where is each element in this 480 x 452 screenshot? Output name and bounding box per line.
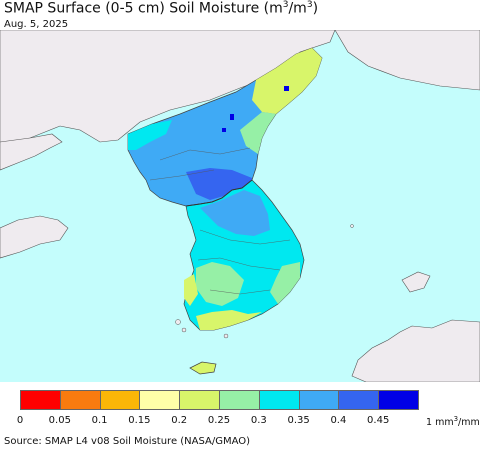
south-korea-green	[196, 262, 244, 306]
map-title: SMAP Surface (0-5 cm) Soil Moisture (m3/…	[4, 0, 319, 17]
north-korea-northeast	[252, 48, 322, 114]
liaodong-peninsula	[0, 133, 63, 171]
legend-tick-label: 0.35	[287, 415, 310, 426]
legend-swatch	[139, 390, 181, 410]
province-lines	[149, 147, 291, 295]
south-korea-central-blue	[200, 190, 270, 236]
jeju-island	[189, 361, 217, 375]
legend-swatch	[378, 390, 419, 410]
legend-swatch	[219, 390, 260, 410]
wet-spot	[230, 114, 234, 120]
north-korea-west-cyan	[128, 120, 172, 150]
island	[350, 224, 354, 228]
legend-swatch	[59, 390, 101, 410]
legend-tick-label: 0.45	[367, 415, 390, 426]
legend-unit: 1 mm3/mm3	[426, 415, 480, 429]
soil-moisture-map	[0, 30, 480, 382]
island	[175, 319, 181, 325]
legend-swatch	[258, 390, 300, 410]
legend-tick-label: 0.15	[128, 415, 151, 426]
japan-island	[401, 271, 431, 293]
legend-tick-label: 0.4	[330, 415, 347, 426]
north-korea-south-dark	[186, 168, 252, 200]
legend-tick-label: 0	[16, 415, 24, 426]
dmz-border	[185, 179, 253, 207]
russia-landmass	[334, 30, 480, 91]
japan-landmass	[351, 319, 480, 382]
legend-tick-label: 0.3	[250, 415, 267, 426]
legend-swatch	[298, 390, 340, 410]
island	[181, 327, 187, 333]
shandong-coast	[0, 215, 69, 259]
date-label: Aug. 5, 2025	[4, 19, 69, 30]
source-credit: Source: SMAP L4 v08 Soil Moisture (NASA/…	[4, 436, 251, 447]
south-korea-south-yellow	[196, 310, 262, 330]
legend-swatch	[99, 390, 141, 410]
north-korea-east-coast	[240, 112, 276, 154]
legend-swatch	[338, 390, 380, 410]
island	[223, 333, 229, 339]
legend-tick-label: 0.25	[207, 415, 231, 426]
legend-swatch	[20, 390, 61, 410]
south-korea-southeast-green	[270, 262, 300, 304]
wet-spot	[284, 86, 289, 91]
color-legend: 0 0.05 0.1 0.15 0.2 0.25 0.3 0.35 0.4 0.45 1 mm3/m…	[0, 390, 480, 430]
legend-tick-label: 0.2	[171, 415, 188, 426]
wet-spot	[222, 128, 226, 132]
south-korea-west-yellow	[184, 274, 198, 306]
legend-tick-label: 0.1	[91, 415, 108, 426]
legend-tick-label: 0.05	[48, 415, 71, 426]
legend-swatch	[179, 390, 220, 410]
